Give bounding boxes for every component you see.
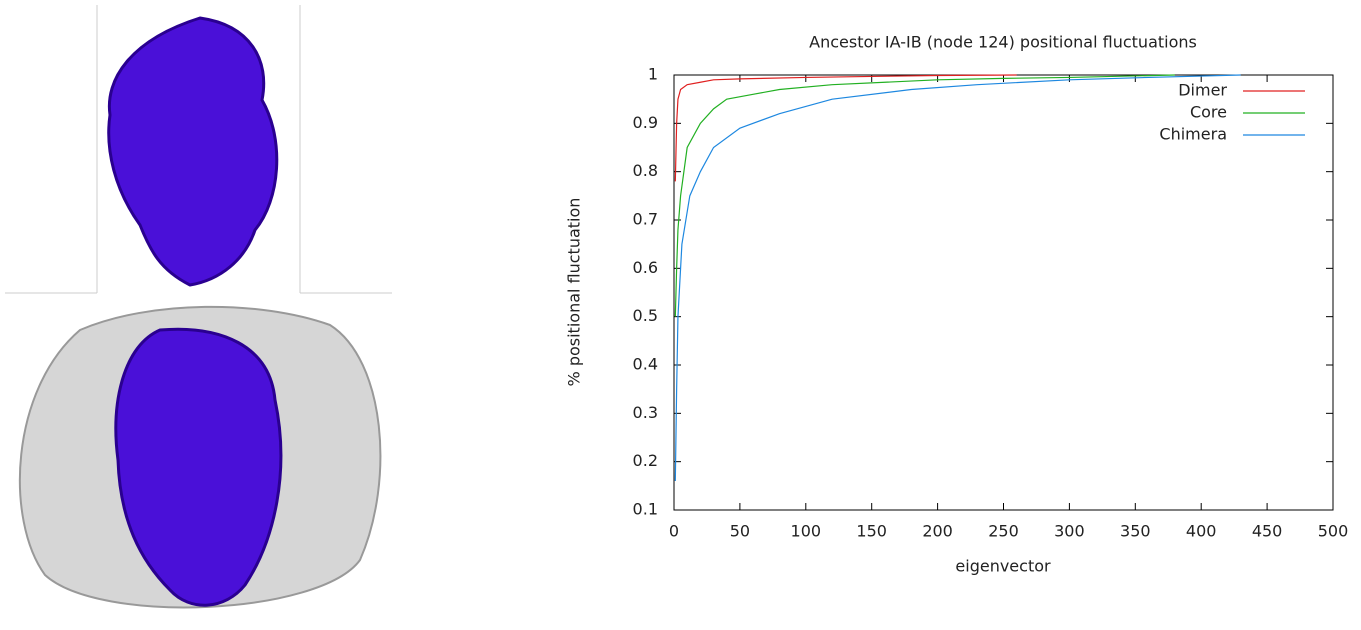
y-tick-label: 0.8 (633, 161, 658, 180)
y-tick-label: 0.9 (633, 113, 658, 132)
series-line (674, 74, 1175, 317)
series-line (674, 74, 1241, 482)
x-tick-label: 300 (1054, 522, 1085, 541)
x-tick-label: 200 (922, 522, 953, 541)
y-axis-label: % positional fluctuation (565, 198, 584, 387)
x-tick-label: 250 (988, 522, 1019, 541)
legend-label: Core (1190, 103, 1227, 122)
x-tick-label: 50 (730, 522, 750, 541)
x-tick-label: 0 (669, 522, 679, 541)
y-tick-label: 0.2 (633, 451, 658, 470)
x-tick-label: 100 (791, 522, 822, 541)
x-tick-label: 400 (1186, 522, 1217, 541)
protein-images (5, 5, 392, 609)
y-tick-label: 0.5 (633, 306, 658, 325)
legend-label: Dimer (1178, 81, 1227, 100)
protein-monomer (107, 16, 279, 287)
protein-highlight (114, 327, 283, 607)
x-tick-label: 350 (1120, 522, 1151, 541)
x-tick-label: 450 (1252, 522, 1283, 541)
chart-title: Ancestor IA-IB (node 124) positional flu… (809, 33, 1197, 52)
y-tick-label: 0.1 (633, 500, 658, 519)
legend-label: Chimera (1159, 125, 1227, 144)
plot-frame (673, 74, 1334, 511)
y-tick-label: 0.7 (633, 210, 658, 229)
y-tick-label: 0.6 (633, 258, 658, 277)
series-line (674, 74, 1017, 182)
x-tick-label: 500 (1318, 522, 1349, 541)
y-tick-label: 0.3 (633, 403, 658, 422)
x-axis-label: eigenvector (955, 557, 1051, 576)
y-tick-label: 1 (648, 65, 658, 84)
y-tick-label: 0.4 (633, 355, 658, 374)
x-tick-label: 150 (856, 522, 887, 541)
